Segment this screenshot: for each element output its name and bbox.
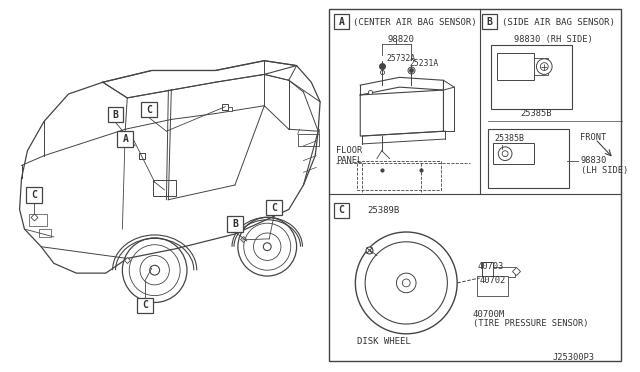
Text: C: C: [339, 205, 344, 215]
Circle shape: [263, 243, 271, 251]
Text: 40700M: 40700M: [473, 310, 505, 319]
Bar: [493, 143, 534, 164]
Circle shape: [355, 232, 457, 334]
Bar: [482, 14, 497, 29]
Bar: [137, 298, 153, 313]
Text: FRONT: FRONT: [580, 133, 606, 142]
Text: (SIDE AIR BAG SENSOR): (SIDE AIR BAG SENSOR): [502, 17, 615, 27]
Circle shape: [536, 59, 552, 74]
Text: C: C: [142, 301, 148, 310]
Text: A: A: [339, 16, 344, 26]
Text: 98830 (RH SIDE): 98830 (RH SIDE): [514, 35, 593, 44]
Bar: [153, 180, 176, 196]
Text: B: B: [232, 219, 238, 229]
Bar: [298, 134, 319, 146]
Text: B: B: [113, 109, 118, 119]
Text: B: B: [486, 16, 492, 26]
Bar: [334, 14, 349, 29]
Bar: [482, 262, 493, 278]
Bar: [118, 131, 133, 147]
Text: J25300P3: J25300P3: [552, 353, 594, 362]
Text: 25732A: 25732A: [387, 54, 416, 63]
Circle shape: [244, 223, 291, 270]
Bar: [108, 107, 124, 122]
Bar: [357, 161, 440, 190]
Text: 98820: 98820: [388, 35, 415, 44]
Text: 40702: 40702: [479, 276, 506, 285]
Bar: [477, 276, 508, 296]
Circle shape: [540, 62, 548, 70]
Text: DISK WHEEL: DISK WHEEL: [357, 337, 411, 346]
Circle shape: [502, 151, 508, 157]
Circle shape: [140, 256, 170, 285]
Circle shape: [122, 238, 187, 302]
Text: C: C: [271, 202, 277, 212]
Bar: [493, 267, 515, 277]
Circle shape: [238, 217, 296, 276]
Text: 25385B: 25385B: [521, 109, 552, 118]
Circle shape: [253, 233, 281, 260]
Text: (TIRE PRESSURE SENSOR): (TIRE PRESSURE SENSOR): [473, 319, 588, 328]
Bar: [29, 214, 47, 226]
Circle shape: [365, 242, 447, 324]
Text: A: A: [122, 134, 128, 144]
Bar: [497, 53, 534, 80]
Text: C: C: [31, 190, 37, 200]
Text: C: C: [146, 105, 152, 115]
Bar: [488, 129, 569, 188]
Circle shape: [129, 245, 180, 296]
Bar: [141, 102, 157, 118]
Bar: [329, 9, 621, 361]
Text: 98830
(LH SIDE): 98830 (LH SIDE): [580, 155, 628, 175]
Text: 40703: 40703: [477, 262, 504, 271]
Circle shape: [403, 279, 410, 287]
Bar: [334, 203, 349, 218]
Bar: [26, 187, 42, 203]
Circle shape: [150, 265, 159, 275]
Bar: [492, 45, 572, 109]
Bar: [266, 200, 282, 215]
Text: (CENTER AIR BAG SENSOR): (CENTER AIR BAG SENSOR): [353, 17, 477, 27]
Bar: [39, 229, 51, 237]
Bar: [534, 58, 548, 76]
Text: 25389B: 25389B: [367, 206, 399, 215]
Text: 25385B: 25385B: [494, 134, 524, 143]
Text: FLOOR
PANEL: FLOOR PANEL: [336, 146, 362, 165]
Text: 25231A: 25231A: [409, 59, 438, 68]
Circle shape: [499, 147, 512, 161]
Bar: [227, 217, 243, 232]
Circle shape: [396, 273, 416, 293]
